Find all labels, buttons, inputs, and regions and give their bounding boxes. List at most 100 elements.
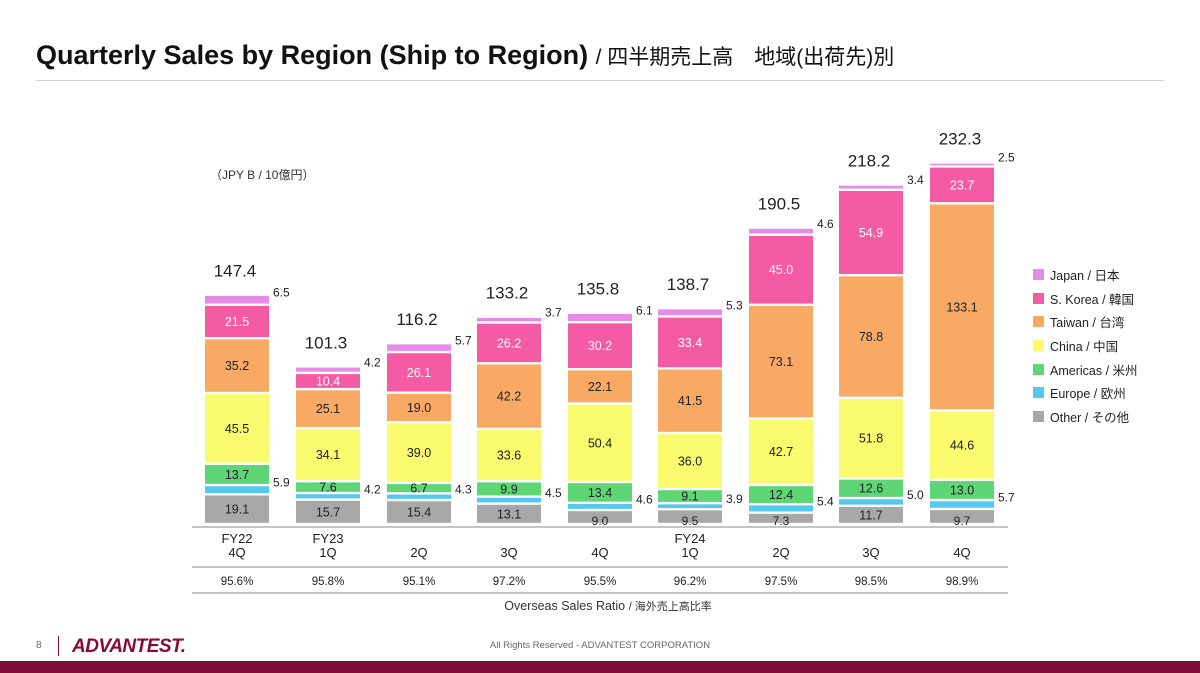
- data-label: 11.7: [859, 508, 882, 522]
- ratio-value: 97.2%: [493, 576, 526, 588]
- legend-item: China / 中国: [1033, 334, 1138, 358]
- legend-item: Japan / 日本: [1033, 263, 1138, 287]
- ratio-caption-english: Overseas Sales Ratio: [504, 599, 626, 613]
- bar-segment: [568, 511, 632, 523]
- data-label: 6.1: [636, 303, 653, 317]
- legend-label: S. Korea / 韓国: [1050, 292, 1135, 307]
- bar-segment: [477, 497, 541, 503]
- bar-segment: [749, 235, 813, 304]
- bar-segment: [387, 423, 451, 482]
- ratio-value: 98.5%: [855, 576, 888, 588]
- data-label: 42.7: [769, 445, 793, 459]
- bar-segment: [205, 464, 269, 484]
- data-label: 4.2: [364, 482, 381, 496]
- x-tick-label: 3Q: [862, 545, 879, 560]
- data-label: 54.9: [859, 226, 883, 240]
- bar-segment: [296, 429, 360, 481]
- bar-segment: [568, 370, 632, 403]
- data-label: 5.3: [726, 298, 743, 312]
- data-label: 4.3: [455, 483, 472, 497]
- page-title: Quarterly Sales by Region (Ship to Regio…: [36, 40, 894, 71]
- overseas-ratio-caption: Overseas Sales Ratio / 海外売上高比率: [210, 598, 1006, 614]
- data-label: 35.2: [225, 359, 249, 373]
- total-label: 190.5: [758, 195, 801, 214]
- data-label: 3.4: [907, 173, 924, 187]
- total-label: 138.7: [667, 275, 710, 294]
- bar-segment: [749, 486, 813, 504]
- ratio-value: 96.2%: [674, 576, 707, 588]
- data-label: 78.8: [859, 330, 883, 344]
- legend-item: Other / その他: [1033, 405, 1138, 429]
- bar-segment: [568, 483, 632, 502]
- legend-item: S. Korea / 韓国: [1033, 287, 1138, 311]
- data-label: 21.5: [225, 315, 249, 329]
- bar-segment: [205, 339, 269, 392]
- bar-segment: [387, 484, 451, 493]
- legend-swatch: [1033, 269, 1044, 281]
- data-label: 41.5: [678, 394, 702, 408]
- ratio-value: 95.5%: [584, 576, 617, 588]
- data-label: 45.5: [225, 422, 249, 436]
- x-tick-label: 4Q: [953, 545, 970, 560]
- data-label: 7.6: [319, 481, 336, 495]
- bar-segment: [839, 506, 903, 523]
- bar-segment: [749, 228, 813, 234]
- data-label: 9.0: [592, 514, 609, 528]
- data-label: 9.5: [682, 514, 699, 528]
- x-tick-label: 3Q: [500, 545, 517, 560]
- legend-label: Americas / 米州: [1050, 363, 1138, 378]
- bar-segment: [477, 482, 541, 496]
- data-label: 133.1: [946, 300, 977, 314]
- total-label: 218.2: [848, 151, 891, 170]
- legend-label: Other / その他: [1050, 410, 1130, 425]
- data-label: 19.1: [225, 503, 249, 517]
- data-label: 15.7: [316, 505, 340, 519]
- bar-segment: [477, 323, 541, 363]
- bar-segment: [296, 374, 360, 388]
- chart-legend: Japan / 日本 S. Korea / 韓国 Taiwan / 台湾 China …: [1033, 263, 1138, 428]
- bar-segment: [568, 404, 632, 481]
- data-label: 3.7: [545, 306, 562, 320]
- legend-swatch: [1033, 340, 1044, 352]
- bar-segment: [477, 504, 541, 523]
- x-tick-label: 2Q: [772, 545, 789, 560]
- bottom-bar: [0, 661, 1200, 673]
- data-label: 73.1: [769, 355, 793, 369]
- bar-segment: [296, 367, 360, 372]
- bar-segment: [296, 390, 360, 427]
- bar-segment: [930, 501, 994, 508]
- bar-segment: [839, 499, 903, 505]
- bar-segment: [749, 419, 813, 484]
- bar-segment: [658, 434, 722, 488]
- data-label: 39.0: [407, 446, 431, 460]
- data-label: 6.7: [410, 482, 427, 496]
- total-label: 147.4: [214, 262, 257, 281]
- bar-segment: [387, 353, 451, 392]
- data-label: 5.7: [998, 490, 1015, 504]
- bar-segment: [658, 504, 722, 509]
- bar-segment: [296, 494, 360, 499]
- bar-segment: [839, 185, 903, 189]
- bar-segment: [839, 479, 903, 497]
- bar-segment: [205, 305, 269, 338]
- data-label: 3.9: [726, 492, 743, 506]
- bar-segment: [930, 167, 994, 203]
- unit-label: （JPY B / 10億円）: [210, 168, 315, 182]
- data-label: 5.4: [817, 494, 834, 508]
- data-label: 42.2: [497, 390, 521, 404]
- bar-segment: [749, 513, 813, 523]
- bar-segment: [658, 369, 722, 432]
- data-label: 4.6: [636, 492, 653, 506]
- bar-segment: [477, 430, 541, 481]
- legend-item: Americas / 米州: [1033, 357, 1138, 381]
- data-label: 51.8: [859, 432, 883, 446]
- bar-segment: [477, 364, 541, 428]
- data-label: 2.5: [998, 150, 1015, 164]
- ratio-value: 95.6%: [221, 576, 254, 588]
- ratio-value: 97.5%: [765, 576, 798, 588]
- data-label: 9.1: [681, 490, 698, 504]
- bar-segment: [930, 510, 994, 523]
- total-label: 116.2: [396, 310, 437, 329]
- data-label: 12.6: [859, 482, 883, 496]
- ratio-value: 95.1%: [403, 576, 436, 588]
